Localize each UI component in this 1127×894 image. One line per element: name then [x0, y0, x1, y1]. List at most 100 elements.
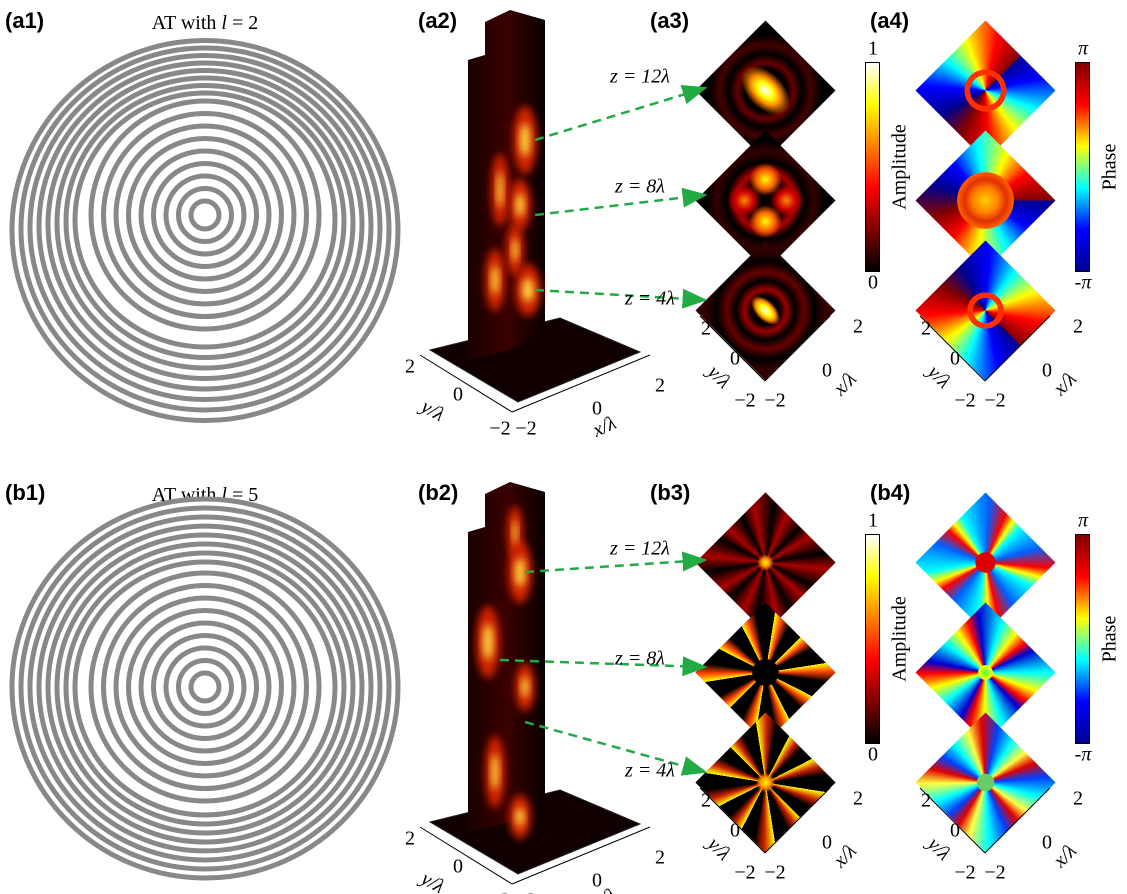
- y-tick-label: 2: [921, 318, 931, 340]
- x-axis-label: x/λ: [828, 840, 861, 873]
- intensity-core: [516, 807, 524, 826]
- colorbar-max: 1: [868, 510, 878, 532]
- ring: [179, 189, 232, 242]
- y-tick-label: −2: [734, 862, 755, 884]
- panel-label: (b2): [418, 480, 458, 505]
- colorbar-min: -π: [1075, 272, 1093, 294]
- colorbar-max: π: [1078, 38, 1089, 60]
- ring: [104, 586, 307, 789]
- colorbar-max: 1: [868, 38, 878, 60]
- x-tick-label: 2: [655, 375, 665, 397]
- x-tick-label: 2: [1073, 788, 1083, 810]
- panel-label: (a3): [650, 8, 689, 33]
- y-tick-label: 0: [950, 820, 960, 842]
- ring: [154, 636, 257, 739]
- x-tick-label: 0: [822, 832, 832, 854]
- ring: [191, 201, 219, 229]
- ring: [30, 517, 380, 860]
- x-tick-label: −2: [764, 390, 785, 412]
- intensity-core: [491, 265, 498, 295]
- ring: [91, 573, 319, 801]
- intensity-core: [523, 278, 534, 302]
- intensity-core: [512, 238, 518, 262]
- intensity-core: [491, 754, 498, 790]
- y-tick-label: −2: [954, 390, 975, 412]
- ring: [48, 535, 362, 842]
- figure-canvas: (a1)AT with l = 2(a2)20−2y/λ−202x/λz = 1…: [0, 0, 1127, 894]
- slice-arrow: [535, 88, 705, 140]
- axis-line: [985, 788, 1050, 853]
- ring: [66, 553, 344, 824]
- slice-label: z = 12λ: [609, 538, 670, 560]
- y-tick-label: −2: [489, 890, 510, 894]
- colorbar-min: 0: [868, 744, 878, 766]
- intensity-core: [515, 557, 525, 587]
- x-tick-label: −2: [984, 390, 1005, 412]
- y-tick-label: 2: [405, 356, 415, 378]
- panel-label: (a1): [5, 8, 44, 33]
- y-axis-label: y/λ: [415, 866, 448, 894]
- title-symbol: l: [221, 12, 227, 34]
- panel-label: (b1): [5, 480, 45, 505]
- colorbar-min: -π: [1075, 744, 1093, 766]
- title-rest: = 2: [232, 12, 258, 34]
- y-tick-label: −2: [954, 862, 975, 884]
- ring: [12, 499, 398, 878]
- y-tick-label: 0: [730, 820, 740, 842]
- intensity-core: [520, 123, 530, 157]
- y-tick-label: −2: [734, 390, 755, 412]
- intensity-core: [513, 520, 518, 544]
- intensity-core: [516, 193, 524, 217]
- panel-title: AT with l = 2: [152, 12, 258, 34]
- slice-arrow: [525, 722, 705, 772]
- x-tick-label: 0: [1042, 360, 1052, 382]
- x-tick-label: 2: [853, 316, 863, 338]
- panel-label: (b3): [650, 480, 690, 505]
- slice-label: z = 4λ: [624, 288, 675, 310]
- y-tick-label: 0: [453, 856, 463, 878]
- colorbar-max: π: [1078, 510, 1089, 532]
- slice-arrow: [535, 195, 705, 215]
- panel-label: (b4): [870, 480, 910, 505]
- y-tick-label: 2: [701, 318, 711, 340]
- slice-label: z = 8λ: [614, 176, 665, 198]
- x-tick-label: 2: [853, 788, 863, 810]
- figure: (a1)AT with l = 2(a2)20−2y/λ−202x/λz = 1…: [0, 0, 1127, 894]
- slice-arrow: [535, 290, 705, 300]
- ring: [191, 673, 219, 701]
- ring: [48, 71, 362, 379]
- ring: [141, 623, 269, 751]
- ring: [91, 101, 319, 329]
- slice-label: z = 8λ: [614, 648, 665, 670]
- y-tick-label: 0: [730, 348, 740, 370]
- colorbar-label: Phase: [1099, 616, 1121, 663]
- y-tick-label: 0: [453, 384, 463, 406]
- y-tick-label: 2: [701, 790, 711, 812]
- x-tick-label: 0: [1042, 832, 1052, 854]
- y-tick-label: −2: [489, 418, 510, 440]
- colorbar-label: Phase: [1099, 144, 1121, 191]
- x-axis-label: x/λ: [1048, 840, 1081, 873]
- ring: [141, 151, 269, 279]
- y-tick-label: 2: [405, 828, 415, 850]
- ring: [179, 661, 232, 714]
- axis-line: [765, 316, 830, 381]
- title-prefix: AT with: [152, 12, 217, 34]
- slice-label: z = 4λ: [624, 760, 675, 782]
- panel-label: (a4): [870, 8, 909, 33]
- intensity-core: [483, 624, 493, 660]
- axis-line: [985, 316, 1050, 381]
- x-tick-label: −2: [984, 862, 1005, 884]
- x-tick-label: 0: [822, 360, 832, 382]
- x-tick-label: −2: [515, 418, 536, 440]
- x-tick-label: −2: [515, 890, 536, 894]
- colorbar-min: 0: [868, 272, 878, 294]
- slice-arrow: [525, 560, 705, 572]
- x-axis-label: x/λ: [1048, 368, 1081, 401]
- y-tick-label: 0: [950, 348, 960, 370]
- ring: [104, 114, 307, 317]
- panel-label: (a2): [418, 8, 457, 33]
- intensity-core: [497, 172, 503, 208]
- x-tick-label: 2: [1073, 316, 1083, 338]
- colorbar-label: Amplitude: [889, 596, 911, 682]
